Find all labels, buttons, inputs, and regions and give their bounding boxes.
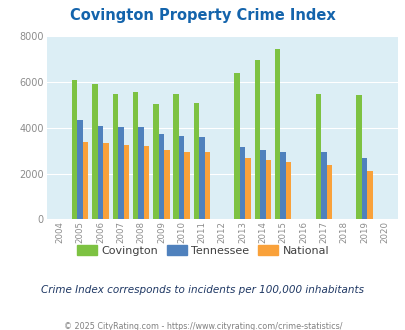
Bar — [164, 149, 169, 219]
Legend: Covington, Tennessee, National: Covington, Tennessee, National — [72, 241, 333, 260]
Bar — [112, 93, 118, 219]
Bar — [315, 93, 320, 219]
Bar — [199, 137, 204, 219]
Text: Crime Index corresponds to incidents per 100,000 inhabitants: Crime Index corresponds to incidents per… — [41, 285, 364, 295]
Bar — [98, 126, 103, 219]
Bar — [245, 158, 250, 219]
Bar — [77, 120, 83, 219]
Text: Covington Property Crime Index: Covington Property Crime Index — [70, 8, 335, 23]
Text: © 2025 CityRating.com - https://www.cityrating.com/crime-statistics/: © 2025 CityRating.com - https://www.city… — [64, 322, 341, 330]
Bar — [265, 160, 271, 219]
Bar — [158, 134, 164, 219]
Bar — [204, 152, 210, 219]
Bar — [274, 49, 280, 219]
Bar — [83, 142, 88, 219]
Bar — [72, 80, 77, 219]
Bar — [234, 73, 239, 219]
Bar — [92, 84, 98, 219]
Bar — [239, 147, 245, 219]
Bar — [193, 103, 199, 219]
Bar — [184, 152, 190, 219]
Bar — [366, 171, 372, 219]
Bar — [103, 143, 109, 219]
Bar — [143, 146, 149, 219]
Bar — [326, 164, 331, 219]
Bar — [123, 145, 129, 219]
Bar — [118, 127, 123, 219]
Bar — [179, 136, 184, 219]
Bar — [280, 152, 285, 219]
Bar — [320, 152, 326, 219]
Bar — [260, 149, 265, 219]
Bar — [138, 127, 143, 219]
Bar — [153, 104, 158, 219]
Bar — [361, 158, 366, 219]
Bar — [355, 95, 361, 219]
Bar — [132, 92, 138, 219]
Bar — [254, 60, 260, 219]
Bar — [285, 162, 291, 219]
Bar — [173, 93, 179, 219]
